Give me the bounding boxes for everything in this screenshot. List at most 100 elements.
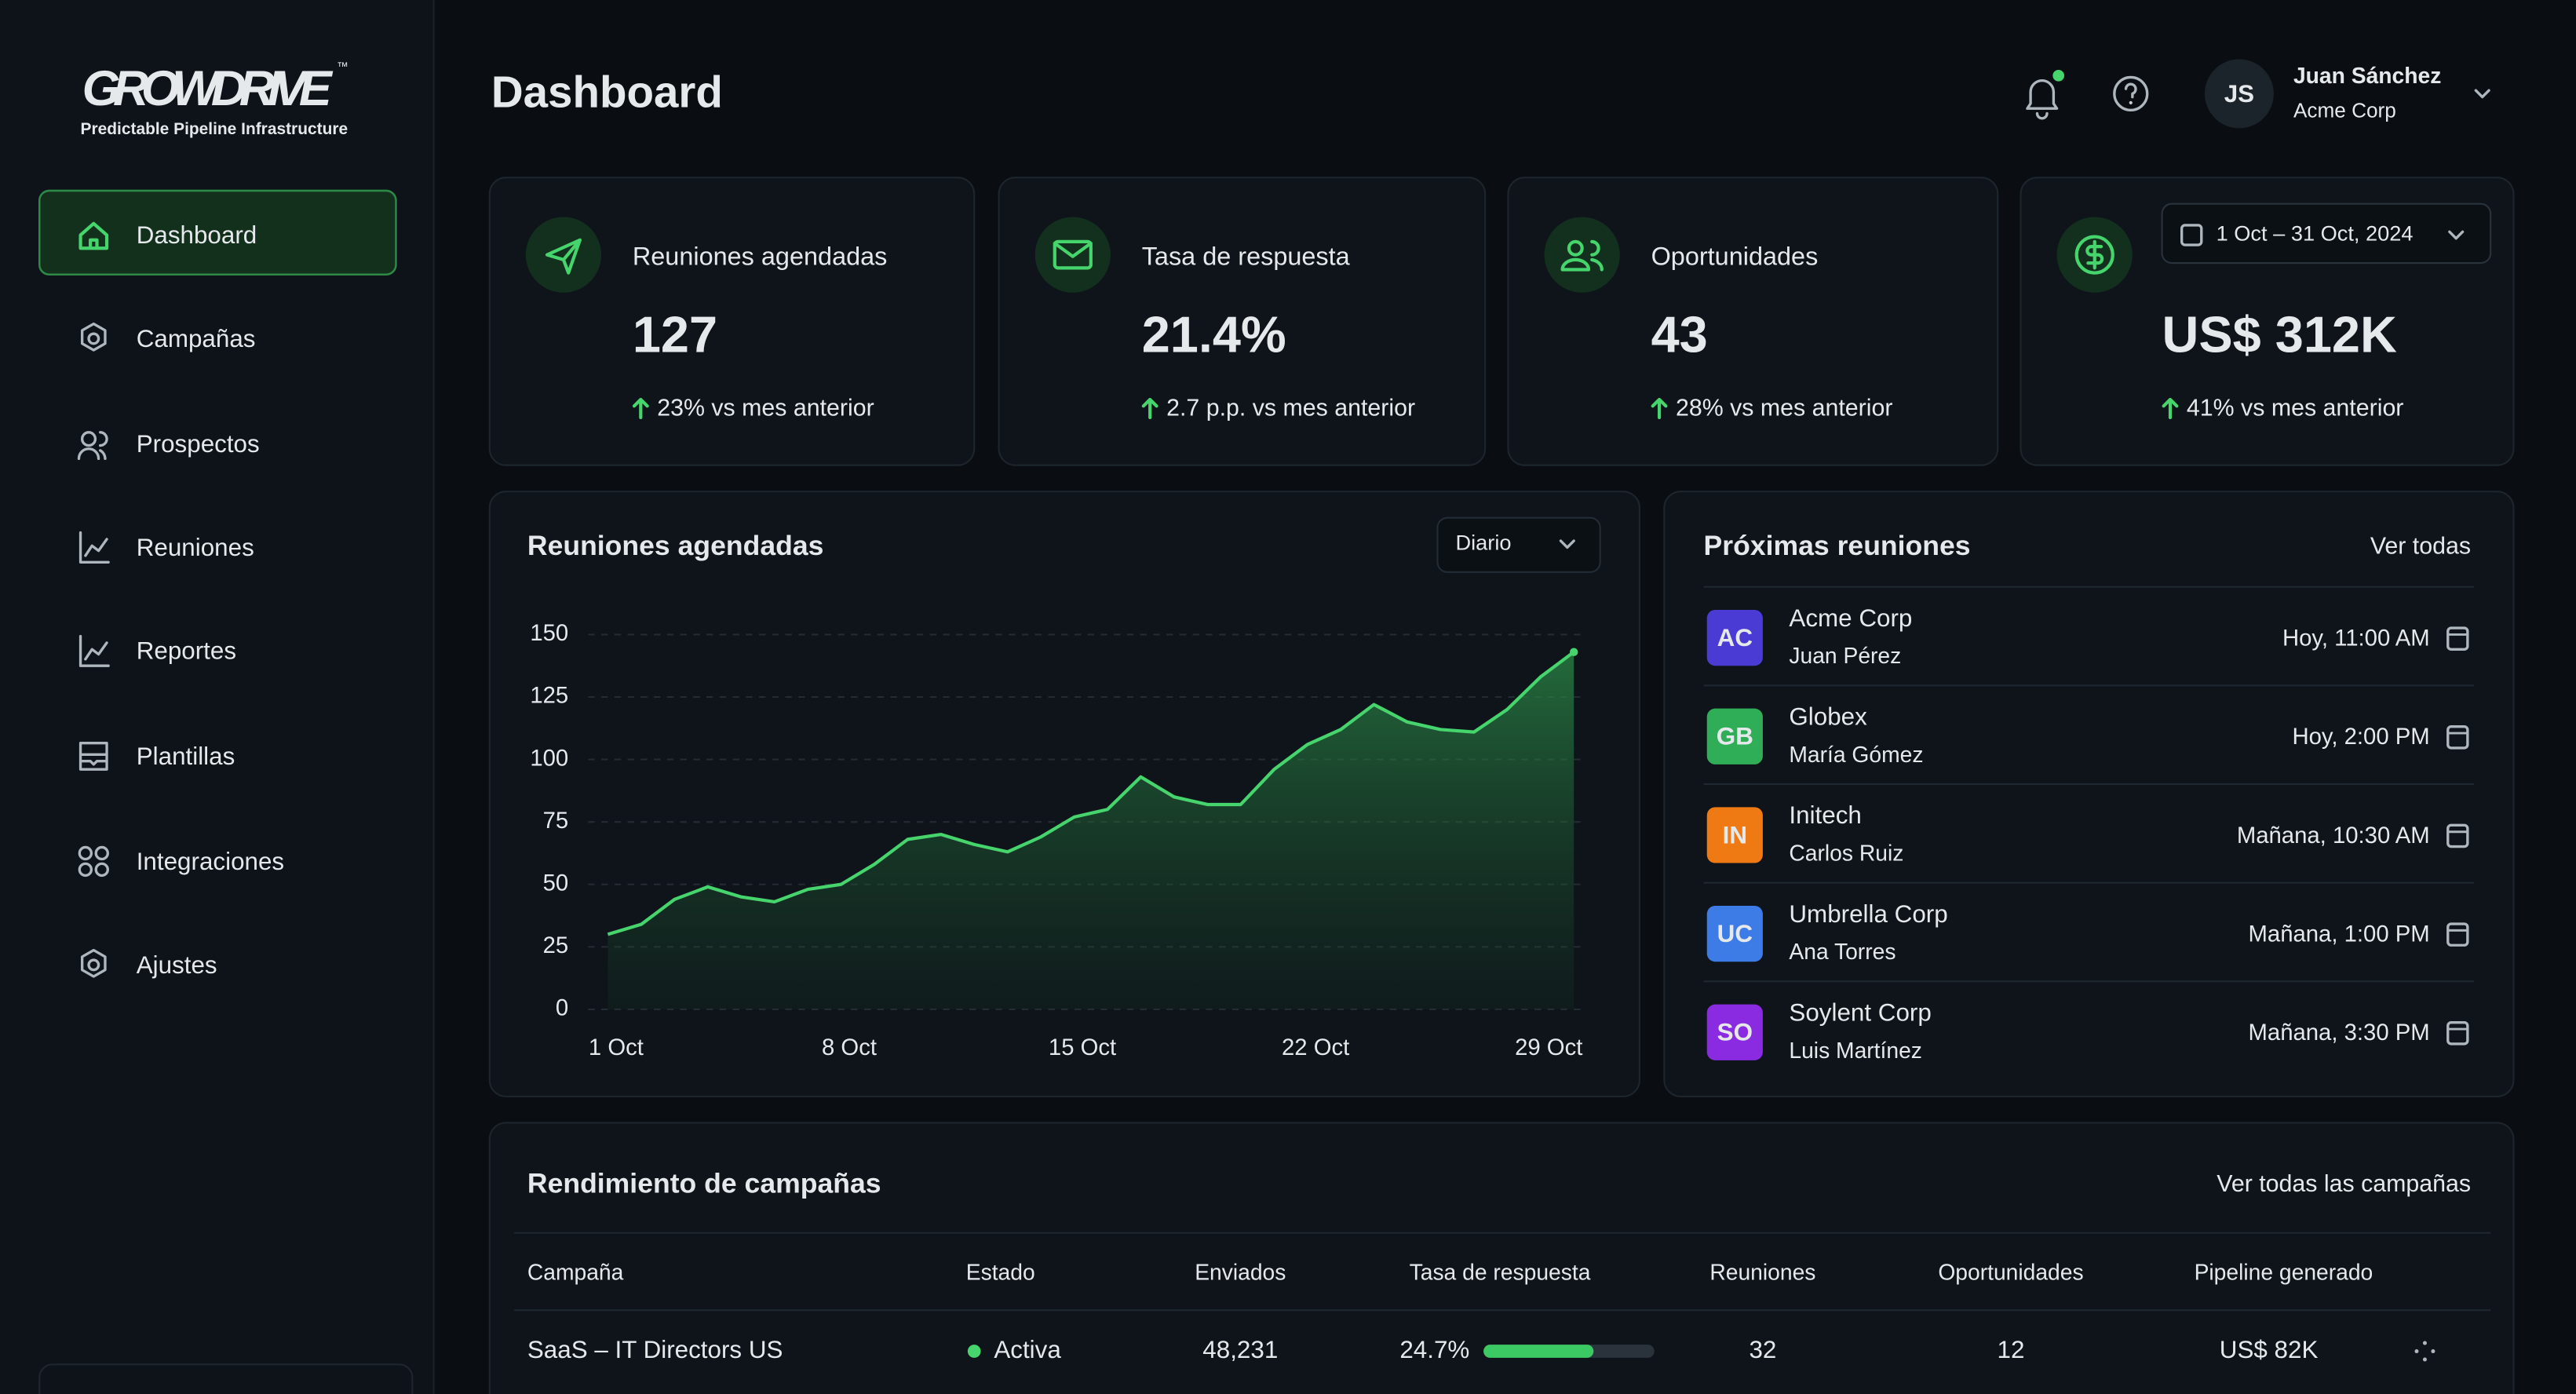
nav-item[interactable]: Prospectos (77, 430, 260, 460)
table-cell: 12 (1998, 1336, 2025, 1363)
sidebar-footer (38, 1363, 414, 1394)
nav-icon (80, 322, 107, 352)
kpi-icon (1053, 239, 1093, 270)
meeting-contact: Carlos Ruiz (1789, 841, 1903, 866)
brand-tm: ™ (337, 61, 348, 74)
calendar-icon (2446, 725, 2469, 750)
date-range-select[interactable]: 1 Oct – 31 Oct, 2024 (2161, 203, 2492, 265)
row-menu-dot (2431, 1349, 2436, 1354)
row-menu-dot (2422, 1357, 2427, 1362)
kpi-label: Oportunidades (1651, 242, 1819, 270)
date-range-label: 1 Oct – 31 Oct, 2024 (2217, 221, 2414, 246)
meeting-company: Globex (1789, 703, 1867, 731)
avatar[interactable] (2204, 59, 2274, 129)
icon-shape (80, 322, 107, 352)
help[interactable] (2113, 75, 2149, 111)
campaign-row[interactable]: SaaS – IT Directors US Activa 48,231 24.7% 3… (527, 1336, 2436, 1363)
status-dot (967, 1345, 981, 1358)
date-range-bg (2161, 203, 2492, 265)
column-header: Reuniones (1709, 1260, 1815, 1285)
meeting-time: Mañana, 1:00 PM (2249, 921, 2430, 947)
notifications[interactable] (2026, 70, 2064, 120)
nav: Dashboard Campañas Prospectos Reuniones Repo… (77, 221, 284, 979)
meeting-avatar (1706, 610, 1763, 666)
nav-label: Reuniones (137, 534, 254, 561)
meetings-link[interactable]: Ver todas (2370, 533, 2471, 559)
icon-shape (77, 431, 108, 460)
meeting-initials: AC (1717, 624, 1753, 651)
kpi-row: Reuniones agendadas 127 23% vs mes anterio… (488, 177, 2515, 466)
period-select[interactable] (1436, 516, 1601, 573)
kpi-card-bg (1507, 177, 1999, 466)
icon-shape (78, 741, 108, 771)
calendar-icon (2446, 626, 2469, 651)
meetings-card (1663, 491, 2515, 1097)
kpi-label: Tasa de respuesta (1142, 242, 1351, 270)
meeting-avatar (1706, 807, 1763, 863)
kpi-card: Oportunidades 43 28% vs mes anterior (1507, 177, 1999, 466)
y-tick-label: 100 (530, 745, 568, 771)
nav-label: Prospectos (137, 430, 260, 458)
x-tick-label: 15 Oct (1049, 1035, 1116, 1060)
icon-shape (1560, 239, 1604, 272)
campaigns-table: Campaña Estado Enviados Tasa de respuesta Re… (527, 1260, 2436, 1363)
nav-item[interactable]: Ajustes (80, 948, 217, 979)
meeting-time: Hoy, 2:00 PM (2292, 724, 2429, 750)
meeting-item[interactable]: AC Acme Corp Juan Pérez Hoy, 11:00 AM (1703, 586, 2475, 669)
kpi-change: 23% vs mes anterior (657, 396, 874, 421)
x-tick-label: 1 Oct (589, 1035, 644, 1060)
table-cell: US$ 82K (2220, 1336, 2319, 1363)
nav-item[interactable]: Integraciones (78, 845, 284, 878)
y-tick-label: 75 (543, 808, 569, 834)
user-menu-chevron[interactable] (2474, 89, 2490, 99)
nav-item[interactable]: Dashboard (78, 221, 257, 250)
kpi-change-arrow (2162, 397, 2179, 420)
meeting-item[interactable]: SO Soylent Corp Luis Martínez Mañana, 3:30 … (1703, 980, 2475, 1063)
nav-item[interactable]: Campañas (80, 322, 256, 352)
campaigns-link[interactable]: Ver todas las campañas (2217, 1171, 2471, 1197)
nav-label: Reportes (137, 637, 236, 665)
icon-shape (87, 332, 100, 345)
icon-shape (1053, 239, 1093, 270)
meeting-contact: Ana Torres (1789, 939, 1896, 964)
kpi-change: 2.7 p.p. vs mes anterior (1166, 396, 1415, 421)
nav-icon (80, 948, 107, 978)
icon-shape (78, 531, 110, 564)
meeting-avatar (1706, 905, 1763, 962)
nav-item[interactable]: Reportes (78, 634, 237, 667)
icon-shape (78, 221, 109, 250)
meeting-time: Mañana, 10:30 AM (2237, 823, 2430, 848)
meeting-avatar (1706, 708, 1763, 765)
meeting-time: Mañana, 3:30 PM (2249, 1020, 2430, 1046)
kpi-card: Tasa de respuesta 21.4% 2.7 p.p. vs mes an… (998, 177, 1487, 466)
y-tick-label: 25 (543, 932, 569, 958)
y-tick-label: 50 (543, 870, 569, 896)
kpi-value: US$ 312K (2162, 306, 2397, 363)
kpi-value: 127 (633, 306, 717, 363)
nav-item[interactable]: Plantillas (78, 741, 235, 771)
nav-icon (78, 634, 110, 667)
calendar-icon (2446, 922, 2469, 947)
meeting-item[interactable]: UC Umbrella Corp Ana Torres Mañana, 1:00 PM (1703, 881, 2475, 965)
campaigns-title: Rendimiento de campañas (527, 1167, 881, 1199)
meeting-item[interactable]: GB Globex María Gómez Hoy, 2:00 PM (1703, 684, 2475, 767)
x-tick-label: 29 Oct (1515, 1035, 1582, 1060)
meeting-contact: Juan Pérez (1789, 643, 1901, 668)
nav-label: Integraciones (137, 848, 284, 875)
meeting-company: Umbrella Corp (1789, 900, 1947, 928)
meeting-initials: SO (1717, 1019, 1753, 1046)
x-tick-label: 22 Oct (1282, 1035, 1349, 1060)
nav-icon (78, 221, 109, 250)
nav-item[interactable]: Reuniones (78, 531, 254, 564)
meeting-item[interactable]: IN Initech Carlos Ruiz Mañana, 10:30 AM (1703, 783, 2475, 866)
x-tick-label: 8 Oct (822, 1035, 877, 1060)
avatar-initials: JS (2224, 80, 2254, 108)
column-header: Pipeline generado (2195, 1260, 2373, 1285)
icon-shape (2074, 235, 2114, 275)
column-header: Campaña (527, 1260, 624, 1285)
meetings-list: AC Acme Corp Juan Pérez Hoy, 11:00 AM GB Glob… (1703, 586, 2475, 1063)
table-cell: 32 (1749, 1336, 1776, 1363)
icon-shape (545, 238, 582, 275)
nav-icon (77, 431, 108, 460)
